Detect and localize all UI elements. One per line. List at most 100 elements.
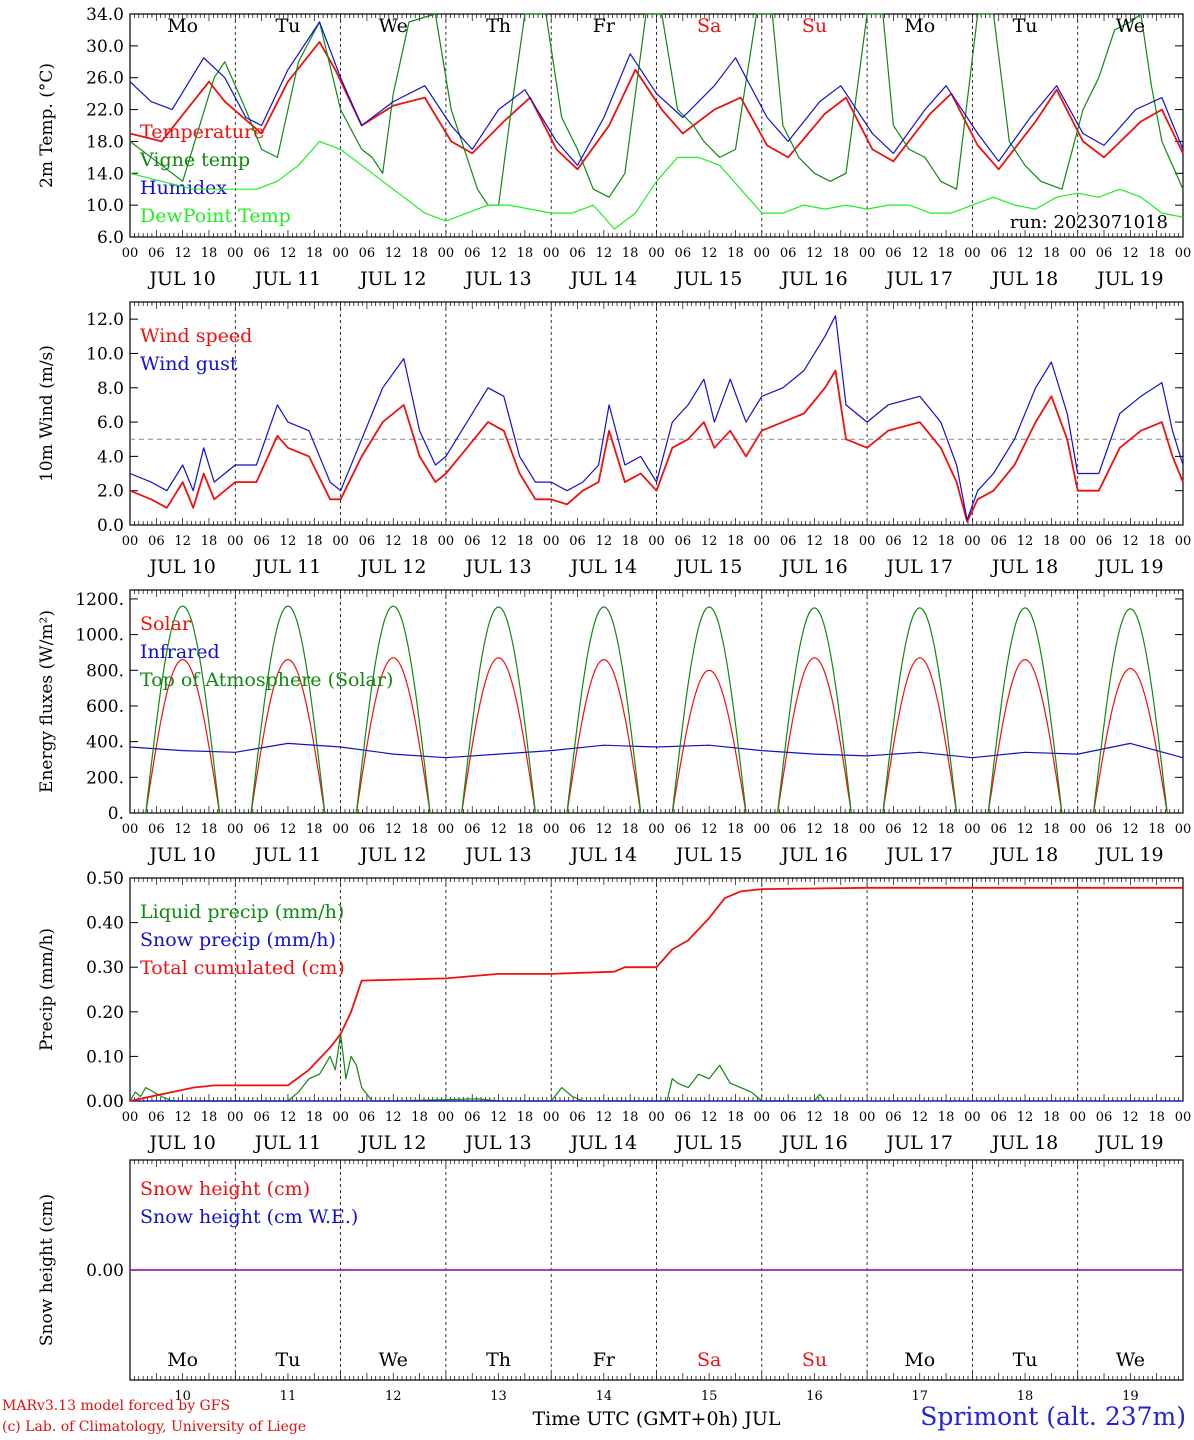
hour-tick-label: 18 (938, 534, 955, 549)
hour-tick-label: 18 (727, 822, 744, 837)
weekday-label: We (379, 15, 408, 37)
hour-tick-label: 18 (1148, 246, 1165, 261)
date-label: JUL 16 (779, 556, 847, 578)
hour-tick-label: 12 (280, 246, 297, 261)
hour-tick-label: 12 (174, 246, 191, 261)
hour-tick-label: 06 (990, 534, 1007, 549)
hour-tick-label: 00 (1069, 1110, 1086, 1125)
hour-tick-label: 06 (780, 822, 797, 837)
hour-tick-label: 00 (438, 534, 455, 549)
y-tick-label: 10.0 (86, 196, 124, 216)
hour-tick-label: 00 (754, 534, 771, 549)
y-tick-label: 200. (86, 768, 124, 788)
hour-tick-label: 00 (332, 534, 349, 549)
date-label: JUL 17 (885, 556, 953, 578)
legend-entry: Snow height (cm) (140, 1178, 310, 1200)
hour-tick-label: 00 (859, 246, 876, 261)
hour-tick-label: 12 (1122, 822, 1139, 837)
hour-tick-label: 18 (1148, 1110, 1165, 1125)
weekday-label: Sa (697, 15, 721, 37)
y-tick-label: 0.30 (86, 958, 124, 978)
series-solar (882, 657, 958, 814)
hour-tick-label: 00 (227, 246, 244, 261)
series-solar (671, 669, 747, 814)
weekday-label: Tu (275, 15, 300, 37)
y-tick-label: 1000. (75, 626, 124, 646)
hour-tick-label: 06 (885, 246, 902, 261)
hour-tick-label: 18 (517, 822, 534, 837)
series-top-of-atmosphere-solar- (882, 607, 958, 814)
hour-tick-label: 00 (122, 534, 139, 549)
series-wind-gust (129, 315, 1184, 521)
hour-tick-label: 00 (648, 534, 665, 549)
hour-tick-label: 06 (253, 822, 270, 837)
hour-tick-label: 06 (780, 534, 797, 549)
legend-entry: Vigne temp (139, 149, 250, 171)
series-wind-speed (129, 369, 1184, 523)
day-number-label: 19 (1122, 1389, 1139, 1404)
hour-tick-label: 00 (648, 1110, 665, 1125)
hour-tick-label: 06 (569, 822, 586, 837)
hour-tick-label: 06 (780, 1110, 797, 1125)
hour-tick-label: 18 (727, 1110, 744, 1125)
weekday-label: Mo (167, 1349, 198, 1371)
hour-tick-label: 18 (201, 822, 218, 837)
date-label: JUL 18 (990, 556, 1058, 578)
hour-tick-label: 06 (359, 822, 376, 837)
hour-tick-label: 06 (464, 822, 481, 837)
hour-tick-label: 12 (596, 534, 613, 549)
series-vigne-temp (129, 13, 1184, 206)
hour-tick-label: 06 (359, 246, 376, 261)
weekday-label: Mo (904, 1349, 935, 1371)
hour-tick-label: 18 (201, 1110, 218, 1125)
hour-tick-label: 12 (1017, 822, 1034, 837)
hour-tick-label: 00 (1069, 822, 1086, 837)
hour-tick-label: 00 (648, 246, 665, 261)
series-total-cumulated-cm- (129, 886, 1183, 1102)
weekday-label: Su (802, 15, 827, 37)
hour-tick-label: 12 (385, 534, 402, 549)
series-top-of-atmosphere-solar- (1092, 608, 1168, 814)
y-tick-label: 0.00 (86, 1092, 124, 1112)
y-tick-label: 6.0 (97, 413, 124, 433)
date-label: JUL 19 (1095, 1132, 1163, 1154)
date-label: JUL 16 (779, 268, 847, 290)
y-axis-label: 10m Wind (m/s) (37, 345, 57, 482)
y-tick-label: 0.0 (97, 516, 124, 536)
series-humidex (129, 21, 1184, 166)
legend-entry: Temperature (140, 121, 264, 143)
hour-tick-label: 18 (1043, 822, 1060, 837)
hour-tick-label: 18 (306, 246, 323, 261)
weekday-label: We (1116, 1349, 1145, 1371)
series-top-of-atmosphere-solar- (671, 606, 747, 814)
hour-tick-label: 18 (833, 822, 850, 837)
hour-tick-label: 06 (569, 246, 586, 261)
run-annotation: run: 2023071018 (1010, 212, 1168, 233)
y-tick-label: 0.10 (86, 1047, 124, 1067)
hour-tick-label: 06 (148, 822, 165, 837)
hour-tick-label: 12 (1017, 246, 1034, 261)
date-label: JUL 17 (885, 844, 953, 866)
date-label: JUL 11 (253, 268, 321, 290)
date-label: JUL 12 (358, 1132, 426, 1154)
date-label: JUL 10 (147, 844, 215, 866)
hour-tick-label: 18 (938, 822, 955, 837)
hour-tick-label: 12 (385, 822, 402, 837)
hour-tick-label: 06 (675, 534, 692, 549)
hour-tick-label: 06 (359, 534, 376, 549)
hour-tick-label: 00 (332, 246, 349, 261)
legend-entry: Total cumulated (cm) (140, 957, 345, 979)
y-tick-label: 6.0 (97, 228, 124, 248)
y-tick-label: 4.0 (97, 447, 124, 467)
hour-tick-label: 18 (1043, 1110, 1060, 1125)
x-axis-label: Time UTC (GMT+0h) JUL (533, 1408, 781, 1430)
day-number-label: 16 (806, 1389, 823, 1404)
y-tick-label: 12.0 (86, 310, 124, 330)
weekday-label: We (1116, 15, 1145, 37)
hour-tick-label: 00 (964, 1110, 981, 1125)
weekday-label: Th (486, 15, 511, 37)
hour-tick-label: 12 (1122, 1110, 1139, 1125)
weekday-label: Th (486, 1349, 511, 1371)
day-number-label: 15 (701, 1389, 718, 1404)
